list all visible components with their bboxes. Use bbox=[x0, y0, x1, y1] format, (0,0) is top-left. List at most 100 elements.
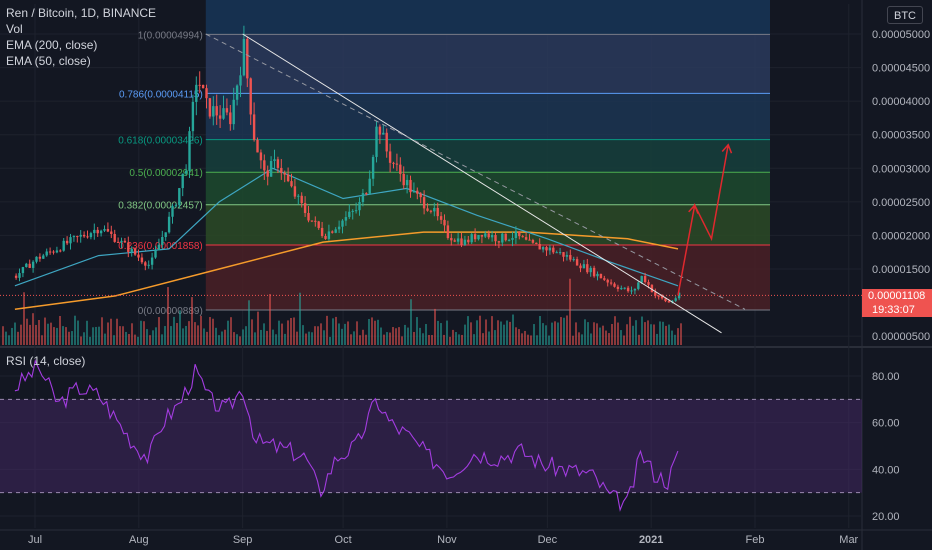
candle-body bbox=[504, 233, 507, 241]
symbol-title[interactable]: Ren / Bitcoin, 1D, BINANCE bbox=[6, 6, 157, 20]
volume-bar bbox=[542, 323, 544, 345]
volume-bar bbox=[614, 316, 616, 345]
trendlines[interactable] bbox=[205, 33, 746, 334]
candle-body bbox=[290, 181, 293, 187]
candle-body bbox=[116, 241, 120, 243]
volume-bar bbox=[293, 317, 295, 345]
volume-bar bbox=[362, 329, 364, 345]
volume-bar bbox=[29, 324, 31, 345]
candle-body bbox=[470, 234, 473, 243]
volume-bar bbox=[254, 332, 256, 345]
candle-body bbox=[96, 229, 99, 234]
volume-bar bbox=[485, 319, 487, 345]
rsi-label[interactable]: RSI (14, close) bbox=[6, 354, 86, 368]
candle-body bbox=[191, 101, 195, 132]
volume-bar bbox=[155, 327, 157, 345]
volume-bar bbox=[644, 322, 646, 345]
volume-bar bbox=[437, 320, 439, 345]
currency-badge[interactable]: BTC bbox=[887, 6, 923, 24]
x-tick-label: Aug bbox=[129, 534, 149, 546]
volume-bar bbox=[392, 327, 394, 345]
candle-body bbox=[429, 210, 433, 212]
volume-bar bbox=[266, 330, 268, 345]
fib-level-label: 0.618(0.00003426) bbox=[118, 136, 203, 147]
volume-bar bbox=[212, 318, 214, 345]
candle-body bbox=[93, 229, 96, 234]
candle-body bbox=[575, 259, 579, 266]
volume-bar bbox=[305, 333, 307, 345]
indicator-vol-label[interactable]: Vol bbox=[6, 22, 23, 36]
volume-bar bbox=[251, 319, 253, 345]
volume-bar bbox=[257, 311, 259, 345]
indicator-ema200-label[interactable]: EMA (200, close) bbox=[6, 38, 98, 52]
candle-body bbox=[198, 84, 201, 86]
candle-body bbox=[144, 262, 147, 266]
price-series bbox=[0, 25, 862, 304]
volume-bar bbox=[338, 323, 340, 345]
candle-body bbox=[201, 84, 205, 89]
candle-body bbox=[303, 203, 307, 213]
indicator-ema50-label[interactable]: EMA (50, close) bbox=[6, 54, 91, 68]
candle-body bbox=[45, 251, 48, 256]
x-tick-label: Sep bbox=[233, 534, 253, 546]
candle-body bbox=[164, 232, 167, 238]
candle-body bbox=[477, 234, 480, 240]
candle-body bbox=[378, 126, 382, 135]
candle-body bbox=[358, 201, 361, 211]
volume-bar bbox=[383, 334, 385, 345]
candle-body bbox=[320, 227, 324, 236]
candle-body bbox=[239, 75, 242, 86]
candle-body bbox=[626, 287, 630, 292]
volume-bar bbox=[365, 334, 367, 345]
volume-bar bbox=[80, 336, 82, 345]
candle-body bbox=[453, 240, 456, 242]
candle-body bbox=[130, 248, 133, 252]
candle-body bbox=[31, 261, 35, 268]
volume-bar bbox=[668, 324, 670, 345]
volume-bar bbox=[434, 308, 436, 345]
volume-bar bbox=[464, 324, 466, 345]
volume-bar bbox=[113, 335, 115, 345]
candle-body bbox=[235, 85, 239, 100]
volume-bar bbox=[332, 318, 334, 345]
candle-body bbox=[443, 219, 446, 226]
candle-body bbox=[392, 162, 395, 164]
volume-bar bbox=[476, 320, 478, 345]
volume-bar bbox=[521, 333, 523, 345]
volume-bar bbox=[620, 330, 622, 345]
candle-body bbox=[484, 233, 487, 237]
candle-body bbox=[382, 132, 385, 135]
volume-bar bbox=[53, 327, 55, 345]
candle-body bbox=[395, 163, 399, 165]
volume-bar bbox=[185, 325, 187, 345]
volume-bar bbox=[353, 331, 355, 345]
volume-bar bbox=[203, 328, 205, 345]
candle-body bbox=[494, 234, 497, 242]
candle-body bbox=[110, 231, 113, 234]
volume-bar bbox=[410, 299, 412, 345]
volume-bar bbox=[26, 318, 28, 345]
candle-body bbox=[103, 229, 106, 231]
candle-body bbox=[660, 295, 664, 299]
volume-bar bbox=[380, 327, 382, 345]
volume-bar bbox=[632, 325, 634, 345]
projection-arrow[interactable] bbox=[677, 143, 733, 296]
candle-body bbox=[286, 174, 290, 182]
volume-bar bbox=[446, 320, 448, 345]
candle-body bbox=[643, 276, 647, 283]
volume-bar bbox=[413, 331, 415, 345]
volume-bar bbox=[488, 331, 490, 345]
volume-bar bbox=[242, 329, 244, 345]
candle-body bbox=[246, 38, 249, 79]
volume-bar bbox=[389, 332, 391, 345]
candle-body bbox=[664, 298, 667, 302]
candle-body bbox=[242, 38, 246, 76]
volume-bar bbox=[341, 328, 343, 345]
candle-body bbox=[436, 207, 439, 217]
candle-body bbox=[552, 247, 555, 253]
candle-body bbox=[69, 237, 72, 244]
candle-body bbox=[456, 238, 460, 242]
volume-bar bbox=[299, 292, 301, 345]
volume-bar bbox=[239, 336, 241, 345]
